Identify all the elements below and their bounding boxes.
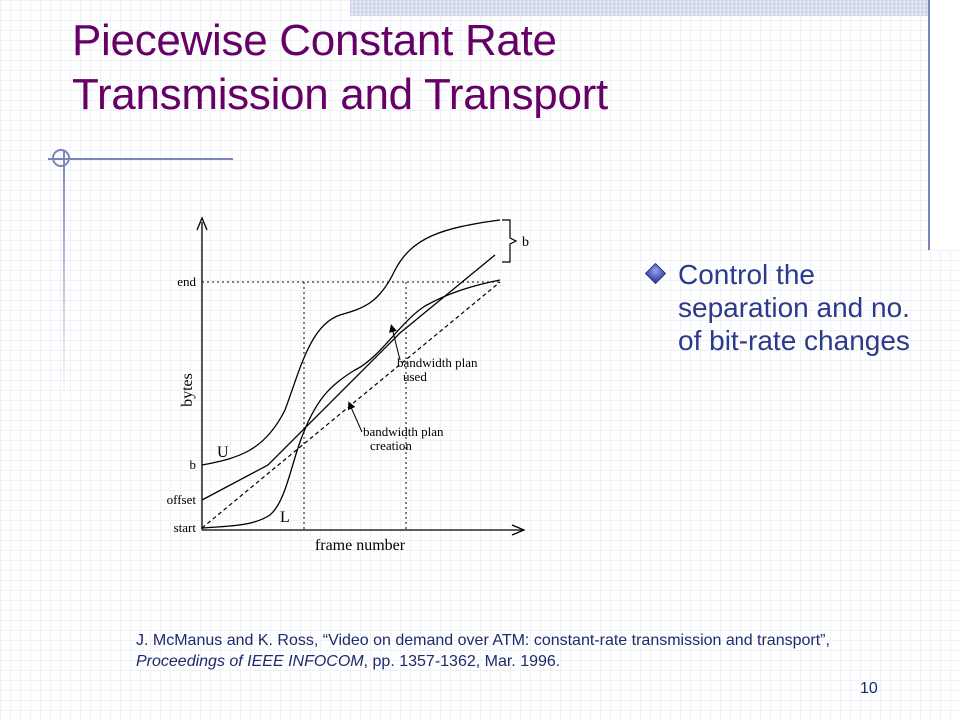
curve-label-u: U (217, 444, 229, 461)
b-bracket (502, 219, 518, 263)
corner-pattern-block (350, 0, 960, 16)
annotation-creation-line2: creation (370, 438, 412, 453)
annotation-used-line1: bandwidth plan (397, 355, 478, 370)
citation: J. McManus and K. Ross, “Video on demand… (136, 630, 896, 672)
x-axis-arrow-icon (511, 524, 526, 536)
title-underline-rule (48, 158, 233, 160)
tick-start: start (174, 520, 197, 535)
annotation-creation-arrow (347, 401, 363, 433)
title-line-1: Piecewise Constant Rate (72, 16, 557, 65)
tick-b: b (190, 457, 197, 472)
tick-end: end (177, 274, 196, 289)
x-axis-label: frame number (315, 537, 406, 554)
annotation-used-arrow (389, 324, 401, 361)
b-bracket-label: b (522, 235, 529, 250)
bandwidth-plan-used-curve (201, 254, 496, 501)
figure-svg: b end b offset start bytes frame number … (167, 216, 529, 554)
upper-curve-u (201, 219, 501, 466)
annotation-creation-line1: bandwidth plan (363, 424, 444, 439)
citation-pages: , pp. 1357-1362, Mar. 1996. (363, 653, 561, 670)
page-number: 10 (860, 680, 878, 697)
annotation-used-line2: used (403, 369, 427, 384)
bullet-item: Control the separation and no. of bit-ra… (644, 258, 948, 357)
bandwidth-plan-creation-curve (201, 281, 501, 529)
y-axis-arrow-icon (196, 216, 208, 231)
bullet-text: Control the separation and no. of bit-ra… (678, 259, 910, 356)
curve-label-l: L (280, 509, 290, 526)
diamond-bullet-icon (644, 262, 667, 285)
citation-text: J. McManus and K. Ross, “Video on demand… (136, 632, 830, 649)
lower-curve-l (201, 279, 501, 529)
tick-offset: offset (167, 492, 197, 507)
crosshair-ornament-icon (52, 149, 70, 167)
bandwidth-plan-figure: b end b offset start bytes frame number … (150, 210, 550, 560)
slide-title: Piecewise Constant Rate Transmission and… (72, 14, 608, 122)
left-vertical-rule (63, 150, 65, 400)
y-axis-label: bytes (179, 373, 196, 407)
citation-venue: Proceedings of IEEE INFOCOM (136, 653, 364, 670)
right-side-panel (928, 0, 960, 250)
title-line-2: Transmission and Transport (72, 70, 608, 119)
